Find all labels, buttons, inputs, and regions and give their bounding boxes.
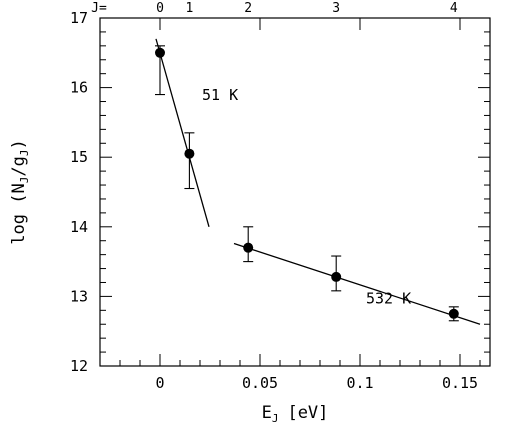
data-point (184, 148, 195, 159)
y-tick-label: 13 (70, 287, 88, 305)
top-j-label: 1 (185, 1, 193, 16)
x-tick-label: 0 (155, 374, 164, 392)
annotations: 51 K 532 K (202, 86, 411, 307)
fit-lines (155, 38, 481, 325)
y-tick-label: 14 (70, 218, 88, 236)
top-j-label: 2 (244, 1, 252, 16)
top-j-label: 4 (450, 1, 458, 16)
top-j-label: 0 (156, 1, 164, 16)
y-tick-label: 16 (70, 79, 88, 97)
data-point (448, 308, 459, 319)
top-j-label: 3 (332, 1, 340, 16)
y-tick-label: 15 (70, 148, 88, 166)
x-tick-label: 0.1 (346, 374, 373, 392)
plot-frame (99, 17, 491, 367)
y-axis-title: log (NJ/gJ) (9, 139, 31, 244)
x-axis-title: EJ [eV] (262, 403, 329, 425)
tick-marks (99, 17, 490, 367)
temperature-annotation: 532 K (366, 289, 411, 307)
top-axis-labels: J= 0 1 2 3 4 (91, 1, 458, 16)
y-tick-labels: 12 13 14 15 16 17 (70, 9, 88, 375)
fit-line (155, 38, 210, 227)
y-tick-label: 17 (70, 9, 88, 27)
x-tick-labels: 0 0.05 0.1 0.15 (155, 374, 478, 392)
y-tick-label: 12 (70, 357, 88, 375)
x-tick-label: 0.05 (242, 374, 278, 392)
top-axis-prefix: J= (91, 1, 107, 16)
data-point (155, 47, 165, 58)
temperature-annotation: 51 K (202, 86, 238, 104)
x-tick-label: 0.15 (442, 374, 478, 392)
fit-line (233, 242, 481, 325)
data-point (243, 242, 254, 253)
data-point (331, 271, 342, 282)
data-points (155, 45, 459, 322)
